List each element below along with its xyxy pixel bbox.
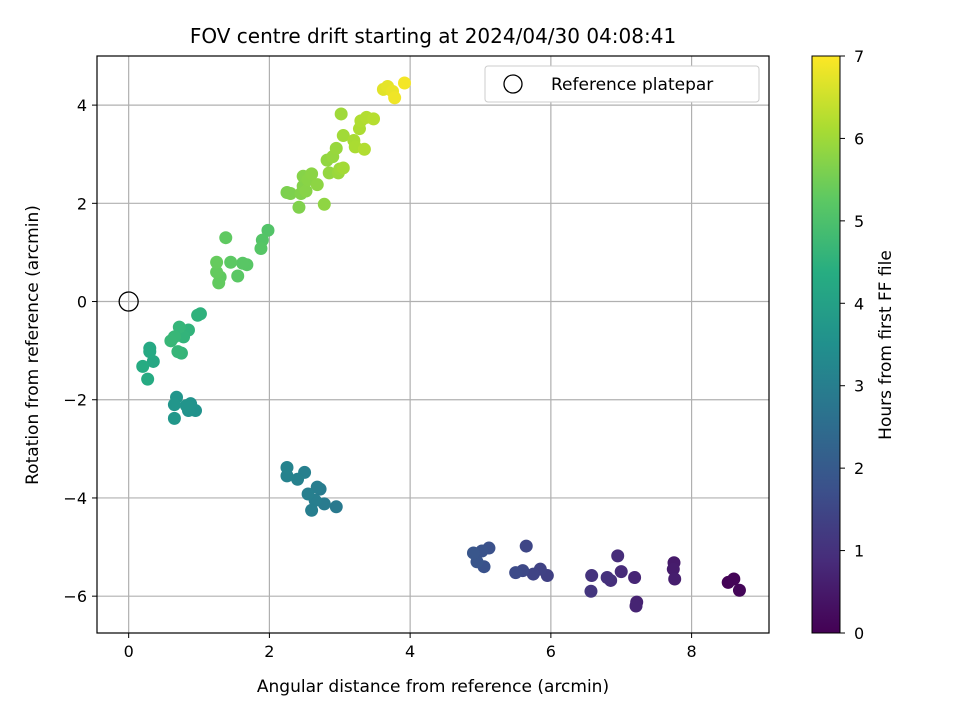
colorbar-tick-label: 2 — [854, 459, 864, 478]
colorbar-tick-label: 1 — [854, 542, 864, 561]
y-tick-label: −2 — [63, 391, 87, 410]
reference-marker-layer — [118, 291, 139, 312]
data-point — [177, 330, 191, 344]
x-tick-label: 2 — [264, 642, 274, 661]
chart-title: FOV centre drift starting at 2024/04/30 … — [190, 24, 676, 48]
x-tick-label: 0 — [124, 642, 134, 661]
x-tick-label: 4 — [405, 642, 415, 661]
data-point — [668, 572, 682, 586]
data-point — [310, 480, 324, 494]
data-point — [310, 178, 324, 192]
data-point — [367, 112, 381, 126]
y-tick-label: 0 — [77, 293, 87, 312]
colorbar-gradient — [811, 55, 841, 634]
data-point — [172, 320, 186, 334]
data-point — [291, 472, 305, 486]
data-point — [334, 107, 348, 121]
colorbar-tick-label: 7 — [854, 47, 864, 66]
data-point — [305, 167, 319, 181]
data-point — [141, 372, 155, 386]
data-point — [143, 345, 157, 359]
colorbar-tick-label: 3 — [854, 377, 864, 396]
legend-label-reference-platepar: Reference platepar — [551, 75, 713, 95]
data-point — [280, 461, 294, 475]
data-point — [146, 354, 160, 368]
data-point — [210, 255, 224, 269]
data-point — [585, 569, 599, 583]
data-points — [136, 76, 746, 613]
data-point — [628, 571, 642, 585]
data-point — [329, 141, 343, 155]
colorbar-tick-label: 6 — [854, 129, 864, 148]
colorbar-tick-label: 4 — [854, 294, 864, 313]
data-point — [611, 549, 625, 563]
data-point — [236, 256, 250, 270]
data-point — [666, 562, 680, 576]
x-axis-label: Angular distance from reference (arcmin) — [257, 677, 609, 697]
colorbar-ticks: 0 1 2 3 4 5 6 7 — [840, 47, 864, 643]
data-point — [167, 411, 181, 425]
data-point — [171, 345, 185, 359]
x-tick-label: 8 — [687, 642, 697, 661]
data-point — [224, 255, 238, 269]
data-point — [614, 565, 628, 579]
data-point — [629, 599, 643, 613]
colorbar-tick-label: 0 — [854, 624, 864, 643]
colorbar: 0 1 2 3 4 5 6 7 Hours from first FF file — [811, 47, 896, 643]
data-point — [212, 276, 226, 290]
data-point — [336, 161, 350, 175]
data-point — [210, 265, 224, 279]
data-point — [191, 308, 205, 322]
legend: Reference platepar — [484, 65, 760, 103]
data-point — [357, 142, 371, 156]
data-point — [519, 539, 533, 553]
data-point — [317, 197, 331, 211]
data-point — [305, 503, 319, 517]
y-tick-label: 2 — [77, 194, 87, 213]
data-point — [600, 571, 614, 585]
data-point — [526, 567, 540, 581]
reference-platepar-marker — [118, 291, 139, 312]
data-point — [301, 487, 315, 501]
plot-area — [97, 56, 769, 633]
legend-box — [484, 65, 760, 103]
data-point — [727, 572, 741, 586]
data-point — [261, 223, 275, 237]
data-point — [732, 583, 746, 597]
y-axis-label: Rotation from reference (arcmin) — [23, 205, 43, 485]
data-point — [167, 398, 181, 412]
x-tick-label: 6 — [546, 642, 556, 661]
y-axis-ticks: −6 −4 −2 0 2 4 — [63, 96, 97, 606]
data-point — [388, 91, 402, 105]
data-point — [292, 200, 306, 214]
data-point — [509, 566, 523, 580]
plot-frame — [96, 55, 770, 634]
data-point — [179, 399, 193, 413]
x-axis-ticks: 0 2 4 6 8 — [124, 633, 697, 661]
data-point — [284, 186, 298, 200]
colorbar-label: Hours from first FF file — [876, 250, 896, 440]
data-point — [466, 546, 480, 560]
data-point — [398, 76, 412, 90]
data-point — [299, 184, 313, 198]
data-point — [231, 269, 245, 283]
y-tick-label: −6 — [63, 587, 87, 606]
colorbar-tick-label: 5 — [854, 212, 864, 231]
data-point — [254, 241, 268, 255]
legend-reference-marker — [503, 74, 523, 94]
data-point — [219, 231, 233, 245]
data-point — [584, 584, 598, 598]
y-tick-label: 4 — [77, 96, 87, 115]
y-tick-label: −4 — [63, 489, 87, 508]
data-point — [136, 359, 150, 373]
data-point — [322, 166, 336, 180]
grid-lines — [97, 56, 769, 633]
data-point — [164, 334, 178, 348]
data-point — [329, 500, 343, 514]
data-point — [336, 129, 350, 143]
